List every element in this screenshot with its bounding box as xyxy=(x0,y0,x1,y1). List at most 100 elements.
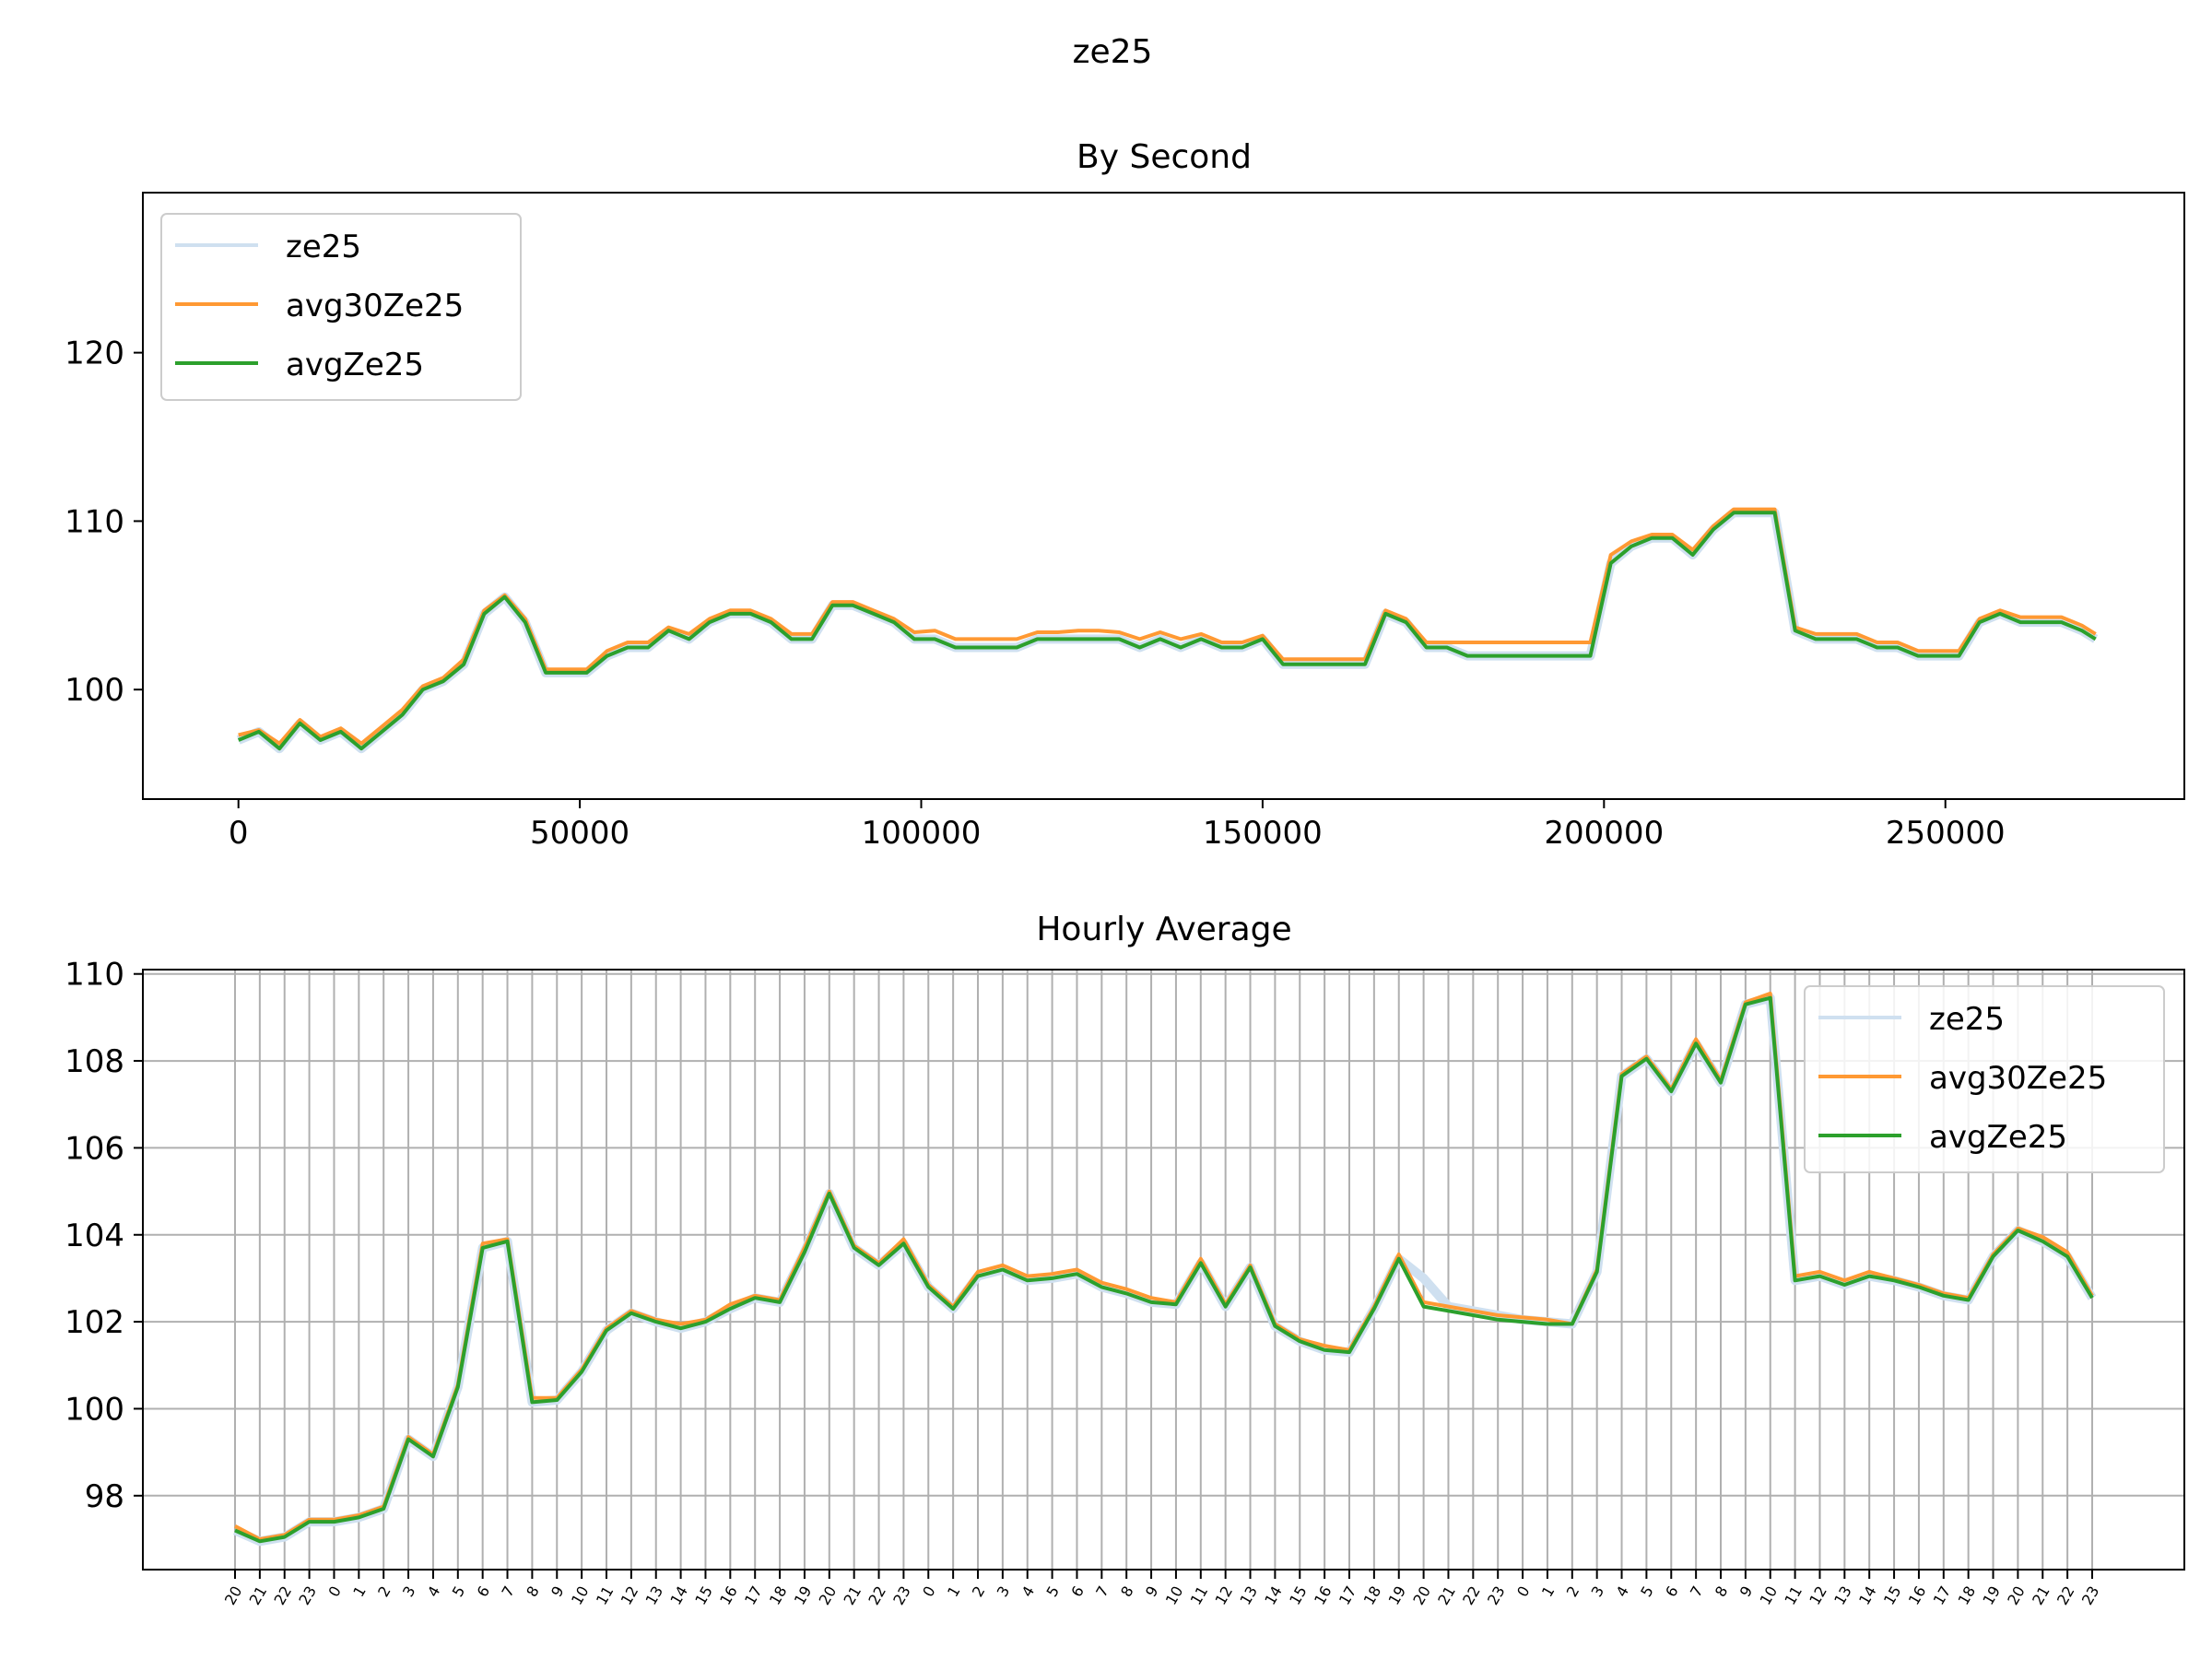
series-line-avg30Ze25 xyxy=(238,507,2097,746)
hourly-y-axis: 98 100 102 104 106 108 110 xyxy=(65,957,143,1515)
x-tick-label: 23 xyxy=(295,1583,320,1608)
series-line-avgZe25 xyxy=(237,511,2097,751)
y-tick-label: 110 xyxy=(65,957,124,994)
x-tick-label: 3 xyxy=(399,1583,419,1600)
hourly-axes-frame xyxy=(142,969,2185,1571)
x-tick-label: 21 xyxy=(1434,1583,1459,1608)
y-tick-label: 120 xyxy=(65,335,124,372)
x-tick-label: 2 xyxy=(969,1583,989,1600)
x-tick-label: 0 xyxy=(919,1583,939,1600)
hourly-legend: ze25 avg30Ze25 avgZe25 xyxy=(1804,985,2165,1173)
x-tick-label: 20 xyxy=(816,1583,841,1608)
x-tick-label: 10 xyxy=(1162,1583,1187,1608)
x-tick-label: 23 xyxy=(1484,1583,1509,1608)
y-tick-label: 106 xyxy=(65,1130,124,1167)
x-tick-label: 7 xyxy=(498,1583,518,1600)
x-tick-label: 13 xyxy=(1236,1583,1261,1608)
x-tick-label: 20 xyxy=(1409,1583,1434,1608)
figure-title: ze25 xyxy=(1073,33,1153,71)
x-tick-label: 21 xyxy=(2029,1583,2053,1608)
x-tick-label: 21 xyxy=(840,1583,865,1608)
x-tick-label: 18 xyxy=(766,1583,791,1608)
x-tick-label: 12 xyxy=(1211,1583,1236,1608)
x-tick-label: 23 xyxy=(889,1583,914,1608)
by-second-axes-frame xyxy=(142,192,2185,800)
x-tick-label: 15 xyxy=(1880,1583,1905,1608)
series-line-avgZe25 xyxy=(234,995,2094,1544)
by-second-plot-area xyxy=(236,507,2099,754)
legend-label-avgZe25: avgZe25 xyxy=(286,347,424,383)
chart-title-by-second: By Second xyxy=(1077,138,1252,176)
x-tick-label: 16 xyxy=(1311,1583,1335,1608)
x-tick-label: 23 xyxy=(2078,1583,2103,1608)
x-tick-label: 50000 xyxy=(530,815,629,852)
x-tick-label: 15 xyxy=(1286,1583,1311,1608)
legend-label-ze25: ze25 xyxy=(286,229,361,265)
x-tick-label: 5 xyxy=(1043,1583,1064,1600)
y-tick-label: 108 xyxy=(65,1043,124,1080)
x-tick-label: 21 xyxy=(246,1583,271,1608)
legend-label-avg30Ze25: avg30Ze25 xyxy=(1929,1060,2107,1097)
x-tick-label: 16 xyxy=(716,1583,741,1608)
x-tick-label: 11 xyxy=(593,1583,618,1608)
x-tick-label: 200000 xyxy=(1544,815,1664,852)
x-tick-label: 12 xyxy=(618,1583,642,1608)
x-tick-label: 2 xyxy=(1563,1583,1583,1600)
x-tick-label: 8 xyxy=(1712,1583,1732,1600)
x-tick-label: 18 xyxy=(1360,1583,1385,1608)
x-tick-label: 2 xyxy=(374,1583,394,1600)
legend-frame xyxy=(1804,985,2165,1173)
x-tick-label: 5 xyxy=(449,1583,469,1600)
x-tick-label: 0 xyxy=(324,1583,345,1600)
x-tick-label: 19 xyxy=(1385,1583,1410,1608)
x-tick-label: 150000 xyxy=(1203,815,1323,852)
x-tick-label: 19 xyxy=(1979,1583,2004,1608)
y-tick-label: 98 xyxy=(85,1478,124,1515)
chart-by-second: By Second 0 50000 100000 150000 200000 250000… xyxy=(65,138,2185,852)
x-tick-label: 250000 xyxy=(1886,815,2006,852)
x-tick-label: 1 xyxy=(349,1583,370,1600)
y-tick-label: 100 xyxy=(65,672,124,709)
by-second-x-axis: 0 50000 100000 150000 200000 250000 xyxy=(229,799,2006,852)
by-second-y-axis: 100 110 120 xyxy=(65,335,143,709)
x-tick-label: 9 xyxy=(547,1583,568,1600)
x-tick-label: 6 xyxy=(1067,1583,1088,1600)
x-tick-label: 6 xyxy=(1662,1583,1682,1600)
x-tick-label: 14 xyxy=(1261,1583,1286,1608)
x-tick-label: 1 xyxy=(944,1583,964,1600)
x-tick-label: 3 xyxy=(994,1583,1014,1600)
x-tick-label: 20 xyxy=(2004,1583,2029,1608)
legend-label-ze25: ze25 xyxy=(1929,1001,2005,1038)
x-tick-label: 4 xyxy=(1018,1583,1039,1600)
x-tick-label: 18 xyxy=(1954,1583,1979,1608)
x-tick-label: 10 xyxy=(1757,1583,1782,1608)
y-tick-label: 104 xyxy=(65,1218,124,1254)
x-tick-label: 15 xyxy=(691,1583,716,1608)
x-tick-label: 6 xyxy=(474,1583,494,1600)
x-tick-label: 17 xyxy=(741,1583,766,1608)
y-tick-label: 100 xyxy=(65,1391,124,1428)
x-tick-label: 13 xyxy=(642,1583,667,1608)
x-tick-label: 3 xyxy=(1588,1583,1608,1600)
legend-label-avg30Ze25: avg30Ze25 xyxy=(286,288,464,324)
series-line-ze25 xyxy=(236,508,2099,754)
hourly-x-axis: 20 21 22 23 0 1 2 3 4 5 6 7 8 9 10 11 12 13 14 15 16 17 18 19 20… xyxy=(221,1570,2103,1608)
x-tick-label: 22 xyxy=(2053,1583,2078,1608)
legend-frame xyxy=(160,213,522,401)
x-tick-label: 14 xyxy=(666,1583,691,1608)
chart-hourly-average: Hourly Average 20 21 22 23 0 1 2 3 4 5 6 7 8 9 10 11 12 1… xyxy=(65,911,2185,1608)
x-tick-label: 10 xyxy=(568,1583,593,1608)
x-tick-label: 17 xyxy=(1335,1583,1360,1608)
y-tick-label: 110 xyxy=(65,503,124,540)
hourly-plot-area xyxy=(232,991,2097,1547)
x-tick-label: 17 xyxy=(1930,1583,1955,1608)
x-tick-label: 7 xyxy=(1687,1583,1707,1600)
legend-label-avgZe25: avgZe25 xyxy=(1929,1119,2067,1156)
x-tick-label: 0 xyxy=(1513,1583,1534,1600)
x-tick-label: 13 xyxy=(1830,1583,1855,1608)
x-tick-label: 12 xyxy=(1806,1583,1830,1608)
x-tick-label: 1 xyxy=(1538,1583,1559,1600)
x-tick-label: 11 xyxy=(1781,1583,1806,1608)
chart-title-hourly-average: Hourly Average xyxy=(1036,911,1291,948)
